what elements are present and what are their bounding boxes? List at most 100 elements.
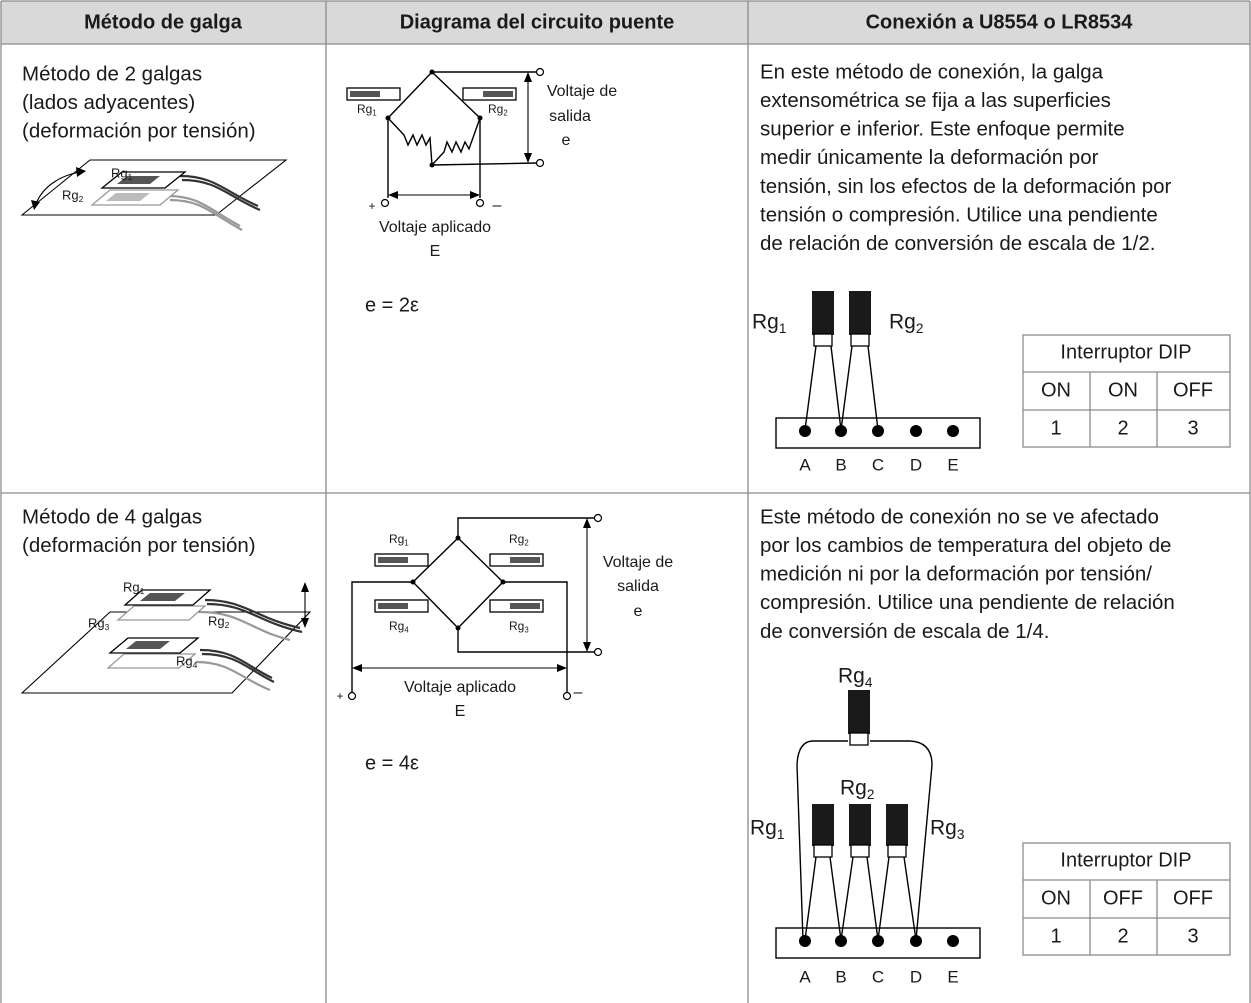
- gauge-label: Rg: [840, 777, 867, 800]
- wire: [796, 740, 933, 941]
- node: [429, 162, 435, 168]
- cable: [195, 610, 291, 692]
- description: Este método de conexión no se ve afectad…: [760, 505, 1159, 528]
- dip-number: 1: [1050, 925, 1061, 947]
- bridge-circuit: [347, 513, 603, 701]
- gauge: [510, 557, 540, 563]
- description: medición ni por la deformación por tensi…: [760, 563, 1152, 586]
- output-label: Voltaje de: [603, 554, 673, 571]
- terminal: [593, 647, 603, 657]
- dip-state: OFF: [1173, 887, 1213, 909]
- dip-table: [1022, 334, 1231, 448]
- gauge-label-subscript: 1: [779, 321, 787, 336]
- terminal-dot: [799, 935, 811, 947]
- dip-number: 3: [1187, 925, 1198, 947]
- output-label: e: [562, 132, 571, 149]
- dip-title: Interruptor DIP: [1060, 849, 1191, 871]
- dip-title: Interruptor DIP: [1060, 341, 1191, 363]
- terminal-dot: [910, 935, 922, 947]
- gauge-label: Rg: [889, 311, 916, 334]
- output-label: Voltaje de: [547, 83, 617, 100]
- terminal-label: C: [872, 967, 884, 986]
- node: [477, 115, 483, 121]
- column-header: Diagrama del circuito puente: [400, 11, 675, 33]
- method-text: Método de 4 galgas: [22, 505, 202, 528]
- description: tensión o compresión. Utilice una pendie…: [760, 203, 1158, 226]
- arrowhead: [388, 191, 398, 199]
- gauge: [850, 333, 870, 347]
- gauge: [117, 176, 160, 184]
- description: de relación de conversión de escala de 1…: [760, 232, 1155, 255]
- cable: [179, 174, 261, 212]
- dip-state: ON: [1108, 379, 1138, 401]
- gauge-label-subscript: 2: [225, 620, 230, 630]
- column-header: Método de galga: [84, 11, 243, 33]
- column-header: Conexión a U8554 o LR8534: [866, 11, 1134, 33]
- node: [500, 579, 506, 585]
- gauge-label: Rg: [208, 613, 225, 628]
- output-label: salida: [617, 578, 659, 595]
- terminal: [347, 691, 357, 701]
- terminal-dot: [835, 935, 847, 947]
- gauge: [849, 291, 871, 335]
- description: superior e inferior. Este enfoque permit…: [760, 118, 1125, 141]
- arrowhead: [301, 618, 309, 628]
- terminal-label: A: [799, 455, 811, 474]
- terminal-dot: [799, 425, 811, 437]
- method-text: Método de 2 galgas: [22, 62, 202, 85]
- node: [455, 535, 461, 541]
- gauge-label-subscript: 2: [916, 321, 924, 336]
- terminal-label: B: [835, 455, 846, 474]
- method-text: (lados adyacentes): [22, 91, 195, 114]
- gauge: [106, 193, 150, 201]
- description: por los cambios de temperatura del objet…: [760, 534, 1171, 557]
- bridge-circuit: [346, 67, 545, 208]
- terminal-block: [775, 417, 981, 449]
- cable: [167, 194, 243, 231]
- terminal-dot: [835, 425, 847, 437]
- terminal: [380, 198, 390, 208]
- terminal-label: E: [947, 967, 958, 986]
- description: En este método de conexión, la galga: [760, 60, 1104, 83]
- gauge: [510, 603, 540, 609]
- gauge: [850, 844, 870, 858]
- gauge-label: Rg: [176, 653, 193, 668]
- gauge-label: Rg: [930, 817, 957, 840]
- gauge: [812, 804, 834, 846]
- gauge-label: Rg: [509, 619, 524, 633]
- dip-border: [1022, 334, 1231, 448]
- arrowhead: [31, 200, 40, 210]
- wire: [804, 856, 917, 941]
- wire: [387, 71, 537, 198]
- description: de conversión de escala de 1/4.: [760, 620, 1049, 643]
- method-text: (deformación por tensión): [22, 534, 256, 557]
- gauge: [378, 603, 408, 609]
- arrowhead: [524, 153, 532, 163]
- plate: [20, 611, 312, 694]
- terminal-label: A: [799, 967, 811, 986]
- arrowhead: [470, 191, 480, 199]
- dip-state: OFF: [1103, 887, 1143, 909]
- gauge: [887, 844, 907, 858]
- gauge-label-subscript: 3: [105, 622, 110, 632]
- terminal: [535, 67, 545, 77]
- dip-state: OFF: [1173, 379, 1213, 401]
- terminal: [562, 691, 572, 701]
- description: extensométrica se fija a las superficies: [760, 89, 1111, 112]
- gauge-label-subscript: 2: [503, 109, 507, 118]
- gauge-label: Rg: [752, 311, 779, 334]
- bridge: [412, 537, 504, 630]
- gauge-illustration: [20, 159, 288, 231]
- gauge-label-subscript: 4: [404, 626, 409, 635]
- dip-state: ON: [1041, 887, 1071, 909]
- node: [385, 115, 391, 121]
- cable: [199, 598, 303, 683]
- dip-border: [1022, 842, 1231, 956]
- arrowhead: [524, 72, 532, 82]
- polarity: +: [336, 689, 343, 703]
- gauge: [849, 732, 869, 746]
- gauge-label-subscript: 1: [372, 109, 376, 118]
- dip-number: 2: [1117, 417, 1128, 439]
- terminal-label: C: [872, 455, 884, 474]
- gauge-label-subscript: 3: [524, 626, 528, 635]
